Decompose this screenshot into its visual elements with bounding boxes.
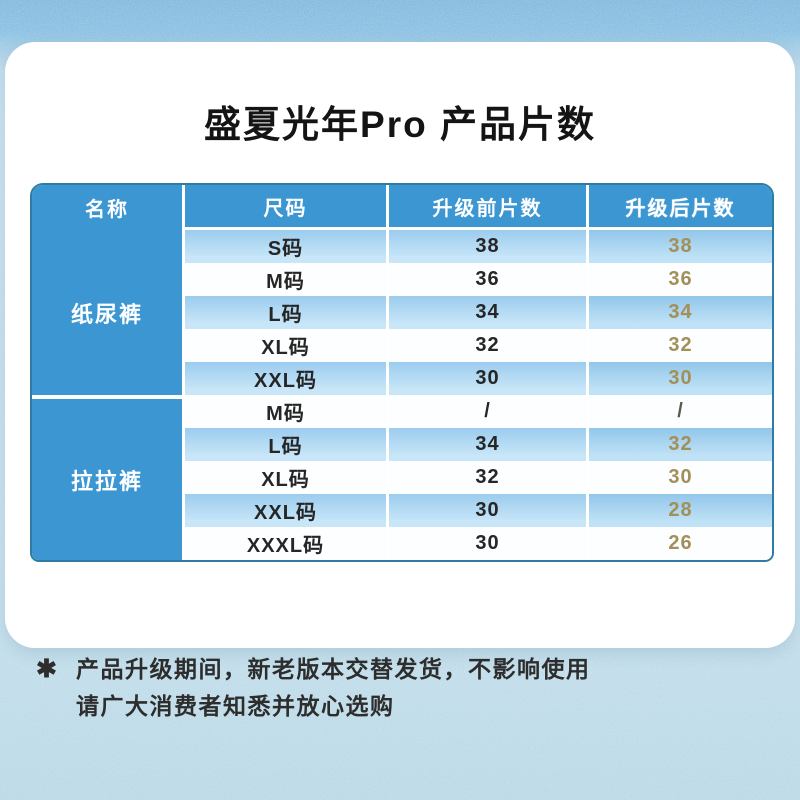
after-count-cell: 38 [589,230,772,263]
footnote: ✱ 产品升级期间，新老版本交替发货，不影响使用 请广大消费者知悉并放心选购 [36,651,590,725]
before-count-cell: 30 [389,494,586,527]
size-cell: XXXL码 [185,527,386,560]
size-cell: L码 [185,428,386,461]
size-cell: M码 [185,395,386,428]
footnote-text: 产品升级期间，新老版本交替发货，不影响使用 请广大消费者知悉并放心选购 [76,651,591,725]
after-count-cell: 28 [589,494,772,527]
after-count-cell: 32 [589,329,772,362]
size-cell: XL码 [185,461,386,494]
footnote-line2: 请广大消费者知悉并放心选购 [75,693,395,719]
product-piece-count-table: 名称 尺码 升级前片数 升级后片数 纸尿裤 拉拉裤 S码 38 38 M码 36 36 L码 34 34 XL… [30,183,774,562]
before-count-cell: 34 [389,428,586,461]
before-count-cell: 34 [389,296,586,329]
before-count-cell: / [389,395,586,428]
before-count-cell: 30 [389,362,586,395]
size-cell: XXL码 [185,494,386,527]
footnote-line1: 产品升级期间，新老版本交替发货，不影响使用 [75,656,591,682]
after-count-cell: 32 [589,428,772,461]
before-count-cell: 30 [389,527,586,560]
before-count-cell: 36 [389,263,586,296]
before-count-cell: 32 [389,461,586,494]
size-cell: XXL码 [185,362,386,395]
header-cell-3: 升级前片数 [389,185,586,230]
size-cell: L码 [185,296,386,329]
size-cell: S码 [185,230,386,263]
page-title: 盛夏光年Pro 产品片数 [204,104,596,145]
size-cell: M码 [185,263,386,296]
after-count-cell: 34 [589,296,772,329]
header-cell-4: 升级后片数 [589,185,772,230]
before-count-cell: 32 [389,329,586,362]
after-count-cell: 30 [589,362,772,395]
group-name-cell: 拉拉裤 [32,395,182,560]
product-info-card: 盛夏光年Pro 产品片数 名称 尺码 升级前片数 升级后片数 纸尿裤 拉拉裤 S码 38 38 M… [5,42,795,648]
asterisk-icon: ✱ [36,655,57,683]
after-count-cell: 36 [589,263,772,296]
after-count-cell: / [589,395,772,428]
size-cell: XL码 [185,329,386,362]
after-count-cell: 26 [589,527,772,560]
after-count-cell: 30 [589,461,772,494]
header-cell-1: 名称 [32,185,182,230]
before-count-cell: 38 [389,230,586,263]
header-cell-2: 尺码 [185,185,386,230]
group-name-cell: 纸尿裤 [32,230,182,395]
